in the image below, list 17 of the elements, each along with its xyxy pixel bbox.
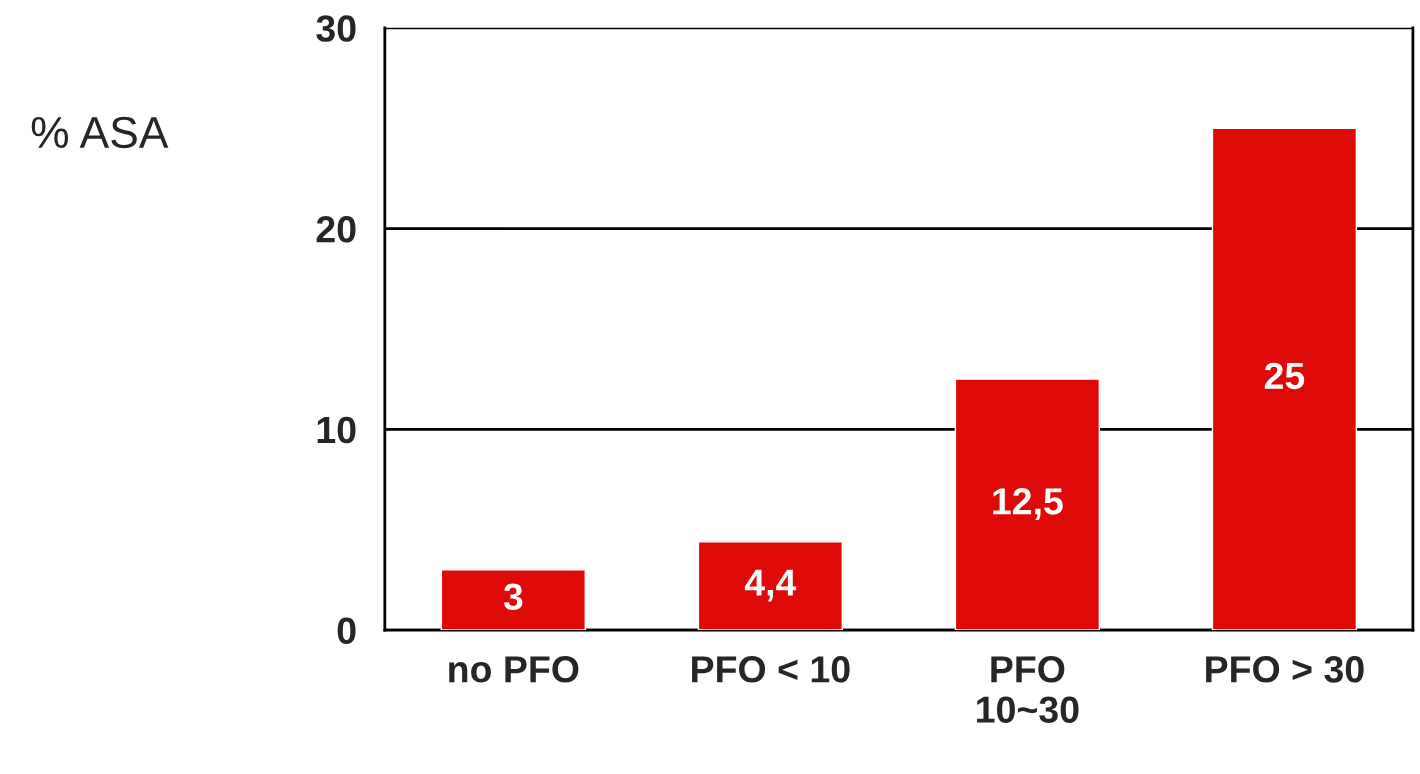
y-tick-label: 0 (337, 617, 356, 644)
data-label: 25 (1264, 362, 1305, 390)
x-tick-label: no PFO (449, 656, 579, 683)
bar (1211, 127, 1358, 631)
x-tick-label: PFO > 30 (1206, 656, 1364, 683)
y-tick-label: 10 (317, 416, 356, 444)
x-tick-label: PFO < 10 (692, 656, 850, 683)
y-tick-label: 20 (316, 215, 356, 243)
bar (954, 378, 1101, 631)
data-label: 4,4 (744, 569, 797, 602)
bar (697, 541, 844, 631)
y-tick-label: 30 (316, 15, 356, 42)
x-tick-label: PFO 10~30 (977, 656, 1079, 724)
y-axis-title: % ASA (31, 116, 169, 149)
bar (440, 569, 586, 631)
data-label: 3 (503, 583, 523, 611)
data-label: 12,5 (993, 488, 1063, 521)
